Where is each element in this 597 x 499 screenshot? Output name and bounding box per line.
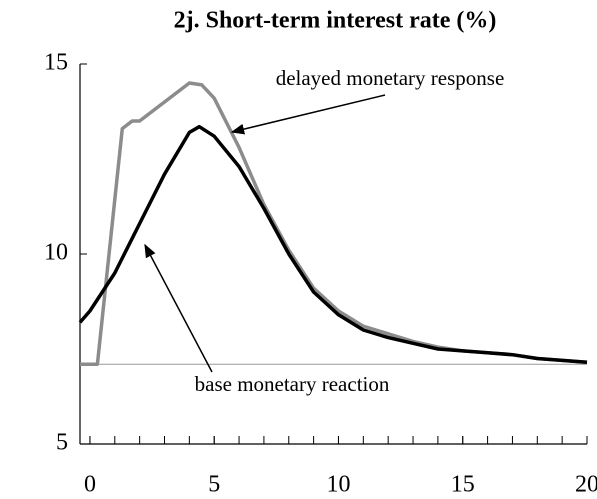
x-tick-label: 0 (84, 472, 96, 498)
y-tick-label: 15 (44, 50, 68, 76)
chart-title: 2j. Short-term interest rate (%) (174, 8, 497, 34)
x-tick-label: 10 (326, 472, 350, 498)
annotation-arrow (230, 94, 386, 135)
series-annotation: base monetary reaction (195, 372, 390, 396)
x-tick-label: 5 (208, 472, 220, 498)
y-tick-label: 5 (56, 430, 68, 456)
series-line (78, 124, 588, 365)
series-line (80, 81, 588, 366)
x-tick-label: 20 (575, 472, 597, 498)
x-tick-label: 15 (451, 472, 475, 498)
series-annotation: delayed monetary response (276, 66, 505, 90)
annotation-arrow (144, 243, 213, 373)
y-tick-label: 10 (44, 240, 68, 266)
